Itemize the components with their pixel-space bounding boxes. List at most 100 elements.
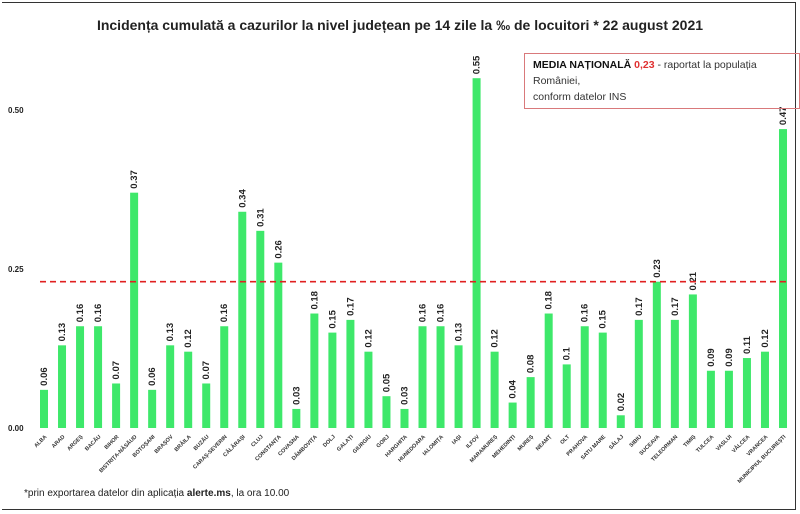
x-tick-label: DOLJ xyxy=(322,434,337,449)
data-label: 0.31 xyxy=(255,208,266,227)
data-label: 0.47 xyxy=(778,107,789,126)
x-tick-label: ALBA xyxy=(33,434,48,449)
data-label: 0.02 xyxy=(616,393,627,412)
data-label: 0.16 xyxy=(418,304,429,323)
bar xyxy=(580,326,589,428)
note-label: MEDIA NAȚIONALĂ xyxy=(533,59,632,71)
bar xyxy=(490,351,499,428)
data-label: 0.09 xyxy=(724,348,735,367)
bar xyxy=(58,345,67,428)
data-label: 0.37 xyxy=(129,170,140,189)
x-tick-label: ILFOV xyxy=(465,434,481,450)
footer-suffix: , la ora 10.00 xyxy=(230,488,290,499)
bar xyxy=(310,313,319,428)
bar xyxy=(634,319,643,428)
data-label: 0.17 xyxy=(634,297,645,316)
bar xyxy=(112,383,121,428)
data-label: 0.26 xyxy=(273,240,284,259)
data-label: 0.23 xyxy=(652,259,663,278)
bar xyxy=(544,313,553,428)
x-tick-label: GIURGIU xyxy=(352,434,373,455)
data-label: 0.07 xyxy=(111,361,122,380)
x-tick-label: IAȘI xyxy=(451,434,463,446)
x-tick-label: CLUJ xyxy=(250,434,264,448)
data-label: 0.55 xyxy=(472,55,483,74)
bar xyxy=(562,364,571,428)
note-text1: - raportat la populația României, xyxy=(533,59,757,87)
bar xyxy=(328,332,337,428)
bar xyxy=(616,415,625,428)
data-label: 0.09 xyxy=(706,348,717,367)
data-label: 0.08 xyxy=(526,355,537,374)
x-tick-label: MUREȘ xyxy=(517,434,536,453)
x-tick-label: BACĂU xyxy=(83,433,102,452)
data-label: 0.06 xyxy=(147,367,158,386)
bar xyxy=(742,358,751,428)
chart-title: Incidența cumulată a cazurilor la nivel … xyxy=(96,17,704,33)
bar xyxy=(184,351,193,428)
data-label: 0.21 xyxy=(688,271,699,290)
bar xyxy=(418,326,427,428)
bar xyxy=(130,192,139,428)
bar xyxy=(779,129,787,428)
bar xyxy=(148,389,157,428)
data-label: 0.13 xyxy=(165,323,176,342)
bar xyxy=(670,319,679,428)
x-tick-label: SIBIU xyxy=(629,434,644,449)
data-label: 0.15 xyxy=(327,309,338,328)
data-label: 0.17 xyxy=(345,297,356,316)
bar xyxy=(652,281,661,428)
data-label: 0.05 xyxy=(381,373,392,392)
footer-note: *prin exportarea datelor din aplicația a… xyxy=(24,488,289,499)
y-tick-label: 0.50 xyxy=(8,106,24,115)
bar xyxy=(166,345,175,428)
bar xyxy=(454,345,463,428)
note-value: 0,23 xyxy=(634,59,655,71)
data-label: 0.17 xyxy=(670,297,681,316)
bar xyxy=(346,319,355,428)
x-tick-label: BRAȘOV xyxy=(154,434,175,455)
bar xyxy=(526,377,535,428)
data-label: 0.12 xyxy=(490,329,501,348)
x-tick-label: OLT xyxy=(559,434,571,446)
bar xyxy=(202,383,211,428)
note-text2: conform datelor INS xyxy=(533,91,627,103)
data-label: 0.04 xyxy=(508,379,519,398)
bar xyxy=(364,351,373,428)
data-label: 0.11 xyxy=(742,335,753,354)
bar xyxy=(598,332,607,428)
x-tick-label: NEAMȚ xyxy=(535,434,554,453)
data-label: 0.16 xyxy=(580,304,591,323)
footer-app: alerte.ms xyxy=(186,488,231,499)
bar xyxy=(688,294,697,428)
data-label: 0.16 xyxy=(93,304,104,323)
data-label: 0.03 xyxy=(399,386,410,405)
data-label: 0.34 xyxy=(237,189,248,208)
bar xyxy=(760,351,769,428)
data-label: 0.15 xyxy=(598,309,609,328)
data-label: 0.16 xyxy=(219,304,230,323)
x-tick-label: TIMIȘ xyxy=(683,434,698,449)
x-tick-label: GORJ xyxy=(376,434,391,449)
bar xyxy=(40,389,48,428)
bar xyxy=(94,326,103,428)
y-tick-label: 0.00 xyxy=(8,424,24,433)
data-label: 0.03 xyxy=(291,386,302,405)
bar xyxy=(436,326,445,428)
footer-prefix: *prin exportarea datelor din aplicația xyxy=(24,488,187,499)
data-label: 0.13 xyxy=(454,323,465,342)
x-tick-label: TULCEA xyxy=(695,434,715,454)
data-label: 0.12 xyxy=(363,329,374,348)
x-tick-label: BIHOR xyxy=(104,434,121,451)
data-label: 0.12 xyxy=(760,329,771,348)
national-average-note: MEDIA NAȚIONALĂ 0,23 - raportat la popul… xyxy=(524,53,800,109)
bar xyxy=(724,370,733,428)
data-label: 0.16 xyxy=(436,304,447,323)
bar xyxy=(274,262,283,428)
bar xyxy=(508,402,517,428)
bar xyxy=(400,408,409,428)
x-tick-label: SĂLAJ xyxy=(607,433,625,451)
